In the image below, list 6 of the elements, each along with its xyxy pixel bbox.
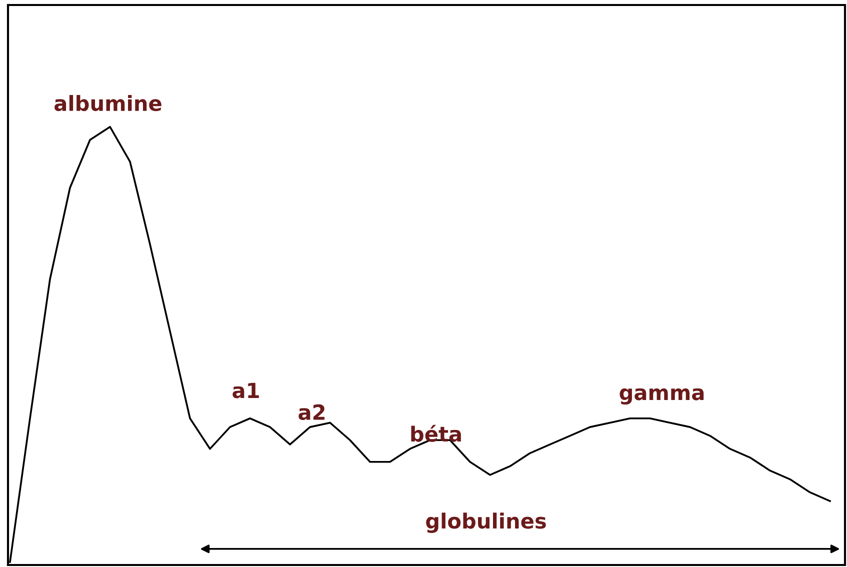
annotation: béta [411, 424, 461, 442]
text: albumine [54, 94, 162, 112]
annotation: gamma [620, 388, 704, 405]
annotation: globulines [426, 512, 546, 533]
annotation: a2 [298, 404, 324, 420]
annotation: a1 [232, 382, 259, 398]
